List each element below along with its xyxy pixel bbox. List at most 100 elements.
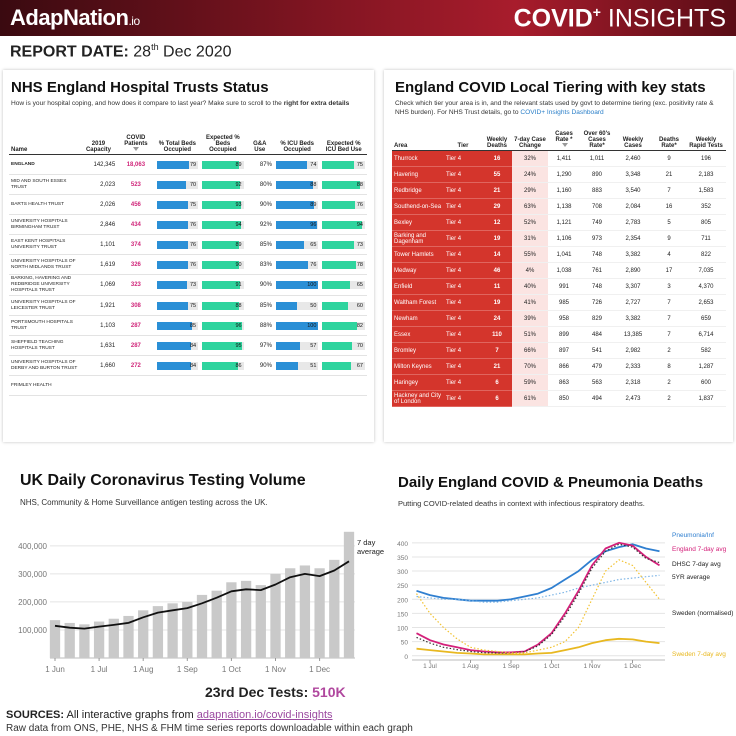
y-tick-label: 0	[404, 654, 408, 661]
table-cell: 94	[320, 214, 367, 235]
table-row: BARKING, HAVERING AND REDBRIDGE UNIVERSI…	[9, 274, 367, 296]
cell-text: Tower Hamlets	[394, 251, 434, 258]
cell-text: 59%	[523, 379, 536, 386]
cell-bar	[202, 321, 242, 330]
table-cell: 100	[273, 315, 321, 336]
table-row: Havering Tier 4 55 24% 1,290 890 3,348 21 2,183	[392, 166, 726, 183]
report-date-rest: Dec 2020	[163, 43, 232, 61]
cell-text: 1,660	[100, 362, 116, 369]
chart-title: Daily England COVID & Pneumonia Deaths	[398, 474, 704, 491]
cell-bar	[202, 240, 240, 249]
series-line	[416, 541, 660, 654]
table-cell: 2,354	[614, 230, 652, 247]
table-cell: 7	[652, 326, 686, 343]
cell-text: 18,063	[126, 161, 146, 168]
cell-value: 75	[189, 201, 197, 208]
bar	[79, 624, 90, 658]
table-cell: 74	[273, 154, 321, 175]
cell-bar	[322, 361, 351, 370]
dashboard-link[interactable]: COVID+ Insights Dashboard	[520, 108, 604, 116]
cell-bar	[202, 220, 242, 229]
column-header: % ICU Beds Occupied	[273, 134, 321, 155]
series-label: Pneumonia/Inf	[672, 532, 714, 539]
table-cell: BARKING, HAVERING AND REDBRIDGE UNIVERSI…	[9, 274, 80, 296]
table-cell	[320, 375, 367, 396]
cell-text: 484	[591, 331, 602, 338]
cell-bar	[156, 361, 192, 370]
cell-text: Tier 4	[446, 283, 462, 290]
cell-text: 2,783	[625, 219, 641, 226]
table-cell: SHEFFIELD TEACHING HOSPITALS TRUST	[9, 335, 80, 356]
cell-bar	[156, 180, 186, 189]
testing-summary: 23rd Dec Tests: 510K	[205, 684, 346, 700]
table-cell: 70%	[512, 358, 548, 375]
table-cell: 9	[652, 150, 686, 167]
brand[interactable]: AdapNation.io	[10, 5, 140, 31]
table-cell: 12	[482, 214, 512, 231]
bar-track: 95	[202, 341, 244, 350]
bar-track: 85	[156, 321, 199, 330]
table-scroll[interactable]: Area Tier Weekly Deaths 7-day Case Change Ca…	[392, 130, 728, 440]
cell-bar	[156, 281, 187, 289]
bar-track: 86	[202, 361, 244, 370]
cell-bar	[322, 341, 353, 350]
table-cell: 84	[154, 355, 201, 376]
bar-track: 96	[202, 321, 244, 330]
table-cell: 434	[117, 214, 155, 235]
cell-bar	[202, 260, 240, 269]
bar-track: 76	[156, 260, 199, 269]
table-cell: 66%	[512, 342, 548, 359]
table-cell: 2	[652, 374, 686, 391]
bar-track: 89	[275, 200, 319, 209]
series-line	[416, 543, 660, 654]
cell-text: 326	[130, 261, 141, 268]
cell-text: 829	[591, 315, 602, 322]
cell-text: UNIVERSITY HOSPITALS OF DERBY AND BURTON…	[11, 359, 78, 371]
sources-link[interactable]: adapnation.io/covid-insights	[196, 709, 333, 721]
table-cell: 16	[482, 150, 512, 167]
cell-text: Barking and Dagenham	[394, 232, 427, 245]
x-tick-label: 1 Jun	[45, 665, 65, 674]
table-cell: 4	[652, 246, 686, 263]
cell-text: 4%	[525, 267, 535, 274]
table-cell: Tower Hamlets	[392, 246, 444, 263]
table-cell: 87%	[245, 154, 274, 175]
table-cell: 95	[200, 335, 246, 356]
cell-text: 822	[700, 251, 711, 258]
bar	[167, 603, 178, 658]
table-cell: EAST KENT HOSPITALS UNIVERSITY TRUST	[9, 234, 80, 255]
cell-text: Thurrock	[394, 155, 418, 162]
cell-text: 7	[495, 347, 499, 354]
cell-text: Tier 4	[446, 235, 462, 242]
table-scroll[interactable]: Name 2019 Capacity COVID Patients % Total B…	[9, 134, 369, 440]
table-cell: 3	[652, 278, 686, 295]
cell-text: 3,382	[625, 251, 641, 258]
cell-text: 21	[493, 187, 501, 194]
table-cell: 2,026	[79, 194, 118, 215]
x-tick-label: 1 Dec	[624, 663, 642, 670]
table-cell: 196	[686, 150, 726, 167]
table-cell: 2	[652, 342, 686, 359]
card-subtitle: Check which tier your area is in, and th…	[395, 100, 727, 117]
cell-text: Essex	[394, 331, 411, 338]
column-header-text: 2019 Capacity	[85, 141, 111, 153]
cell-bar	[275, 220, 317, 229]
cell-bar	[322, 180, 360, 189]
cell-text: 748	[591, 283, 602, 290]
table-cell: 75	[154, 194, 201, 215]
table-cell: 1,041	[548, 246, 580, 263]
bar	[93, 621, 105, 658]
cell-text: PORTSMOUTH HOSPITALS TRUST	[11, 319, 73, 331]
column-header: Expected % ICU Bed Use	[320, 134, 367, 155]
series-label: Sweden 7-day avg	[672, 651, 726, 658]
cell-value: 74	[310, 161, 317, 168]
table-cell: 75	[320, 154, 367, 175]
cell-text: 31%	[523, 235, 536, 242]
cell-text: 582	[700, 347, 711, 354]
cell-text: 2,460	[625, 155, 641, 162]
bar-track: 91	[202, 281, 244, 289]
table-cell: 308	[117, 295, 155, 316]
cell-text: 2,846	[100, 221, 116, 228]
table-cell: 142,345	[79, 154, 118, 175]
column-header-text: Weekly Deaths	[486, 137, 508, 149]
